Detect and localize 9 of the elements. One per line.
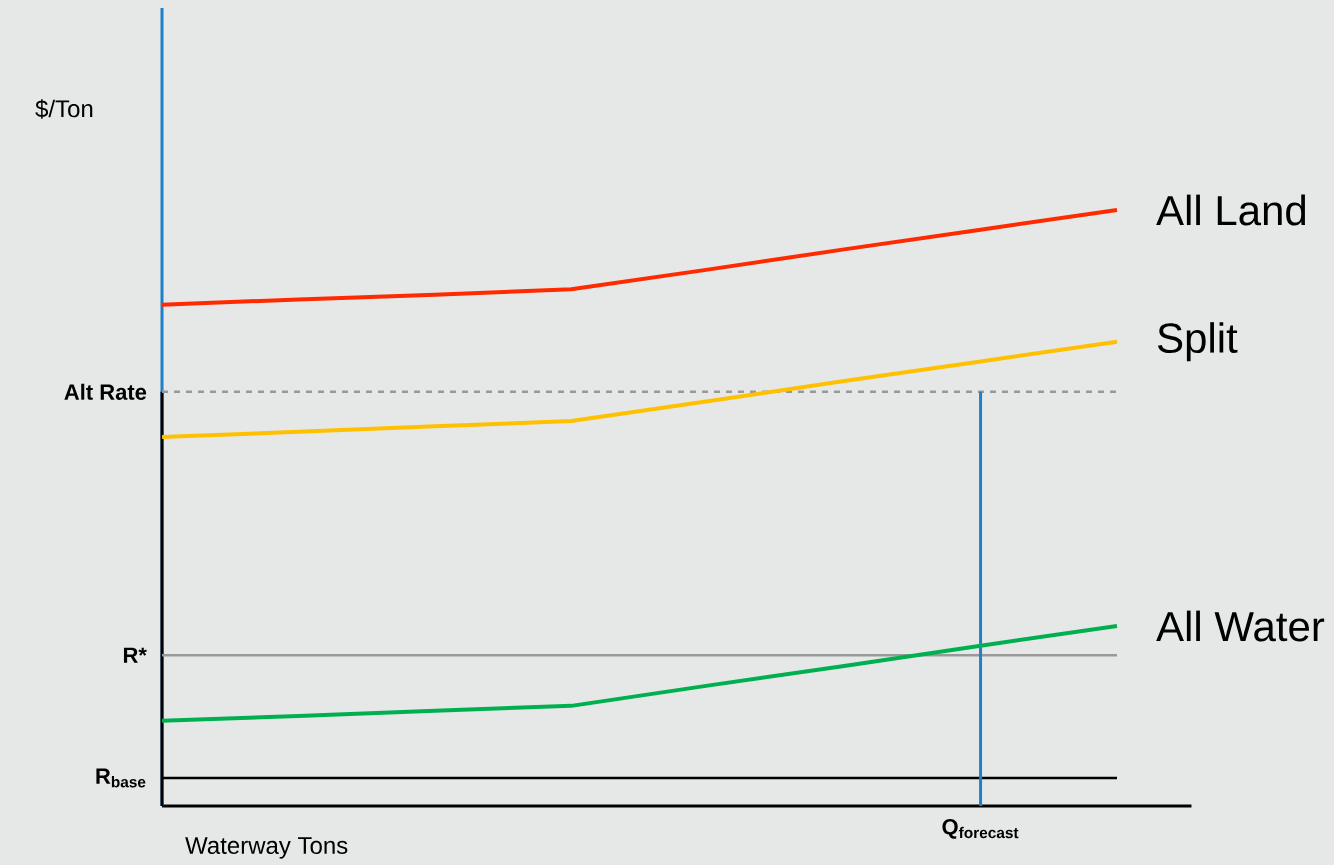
y-axis-title: $/Ton — [35, 99, 93, 119]
ref-line-label: R* — [123, 647, 147, 663]
x-axis-title: Waterway Tons — [185, 837, 348, 859]
ref-line-label: Alt Rate — [64, 383, 147, 400]
ref-line-label: R$_{base}$ — [96, 768, 146, 788]
series-label: Split — [1157, 321, 1238, 362]
text: Q$_{forecast}$ — [942, 818, 1019, 839]
series-label: All Water — [1156, 610, 1325, 642]
series-label: All Land — [1156, 194, 1306, 226]
